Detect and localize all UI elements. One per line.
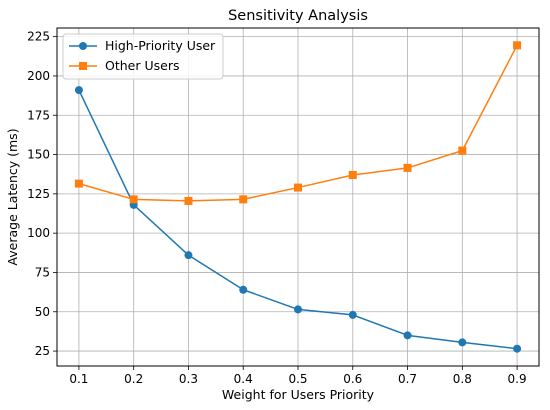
series-1-point (239, 285, 248, 294)
y-tick-label: 100 (27, 226, 50, 240)
legend: High-Priority User Other Users (62, 33, 224, 80)
series-1-point (513, 344, 522, 353)
series-2-point (348, 170, 357, 179)
series-2-point (184, 196, 193, 205)
y-tick-label: 25 (35, 344, 50, 358)
legend-label: Other Users (105, 58, 179, 73)
series-2-point (294, 183, 302, 192)
legend-marker (79, 62, 87, 70)
legend-label: High-Priority User (105, 38, 216, 53)
series-layer (74, 41, 522, 353)
x-tick-label: 0.5 (288, 372, 307, 386)
x-axis-label: Weight for Users Priority (222, 387, 375, 402)
x-tick-label: 0.8 (453, 372, 472, 386)
x-tick-label: 0.2 (124, 372, 143, 386)
x-tick-label: 0.6 (343, 372, 362, 386)
y-tick-label: 200 (27, 69, 50, 83)
legend-box (62, 33, 224, 80)
series-2-point (239, 195, 248, 204)
x-tick-label: 0.7 (398, 372, 417, 386)
y-tick-label: 125 (27, 187, 50, 201)
series-1-point (458, 338, 467, 347)
grid (57, 28, 539, 366)
y-tick-label: 150 (27, 148, 50, 162)
x-tick-label: 0.4 (234, 372, 253, 386)
y-tick-label: 225 (27, 30, 50, 44)
series-2-point (403, 163, 412, 172)
y-tick-label: 175 (27, 108, 50, 122)
legend-marker (79, 42, 87, 50)
series-1-point (184, 251, 193, 260)
series-1-point (294, 305, 302, 314)
series-2-point (129, 195, 138, 204)
series-2-point (513, 41, 522, 50)
y-axis-label: Average Latency (ms) (5, 128, 20, 265)
y-tick-label: 50 (35, 305, 50, 319)
x-tick-label: 0.3 (179, 372, 198, 386)
y-tick-label: 75 (35, 265, 50, 279)
chart-title: Sensitivity Analysis (228, 8, 368, 24)
x-tick-label: 0.9 (508, 372, 527, 386)
axis-ticks: 0.1 0.2 0.3 0.4 0.5 0.6 0.7 0.8 0.9 25 50 75 100 125 1… (27, 30, 527, 386)
series-1-point (348, 310, 357, 319)
series-2-point (458, 146, 467, 155)
series-1-point (74, 86, 83, 95)
series-2-point (74, 179, 83, 188)
series-1-point (403, 331, 412, 340)
x-tick-label: 0.1 (69, 372, 88, 386)
